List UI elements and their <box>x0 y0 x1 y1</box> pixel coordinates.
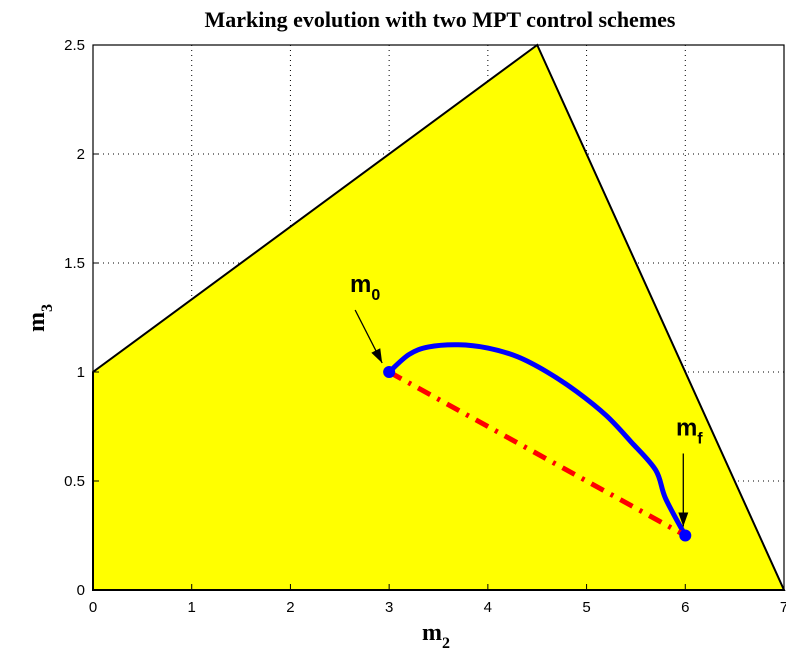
blue-trajectory-line <box>386 342 688 538</box>
marking-point <box>383 366 396 378</box>
axes-box <box>92 44 785 591</box>
plot-frame <box>92 44 785 591</box>
chart-title: Marking evolution with two MPT control s… <box>205 7 676 32</box>
tick-labels: 0 1 2 3 4 5 6 7 0 0.5 1 1.5 2 2.5 <box>64 37 786 616</box>
x-tick-label: 3 <box>385 599 393 616</box>
marking-points <box>383 366 692 542</box>
red-dashdot-line <box>387 369 687 538</box>
region-polygon <box>92 43 786 591</box>
feasible-region <box>92 43 786 591</box>
x-tick-label: 6 <box>681 599 689 616</box>
x-tick-label: 0 <box>89 599 97 616</box>
series-lines <box>386 342 688 538</box>
x-axis-label: m2 <box>422 620 450 652</box>
y-tick-label: 1 <box>77 364 85 381</box>
y-tick-label: 2.5 <box>64 37 85 54</box>
annotations: m0 mf <box>350 271 703 527</box>
annotation-label: mf <box>676 415 703 448</box>
marking-point <box>679 529 692 542</box>
y-axis-label: m3 <box>24 304 56 332</box>
annotation-arrowhead <box>678 512 689 527</box>
y-tick-label: 0 <box>77 582 85 599</box>
annotation-label: m0 <box>350 271 380 304</box>
x-tick-label: 5 <box>582 599 590 616</box>
y-tick-label: 2 <box>77 146 85 163</box>
y-tick-label: 0.5 <box>64 473 85 490</box>
x-tick-label: 1 <box>188 599 196 616</box>
annotation-arrowhead <box>371 348 383 363</box>
x-tick-label: 4 <box>484 599 492 616</box>
y-tick-label: 1.5 <box>64 255 85 272</box>
x-tick-label: 7 <box>780 599 786 616</box>
x-tick-label: 2 <box>286 599 294 616</box>
